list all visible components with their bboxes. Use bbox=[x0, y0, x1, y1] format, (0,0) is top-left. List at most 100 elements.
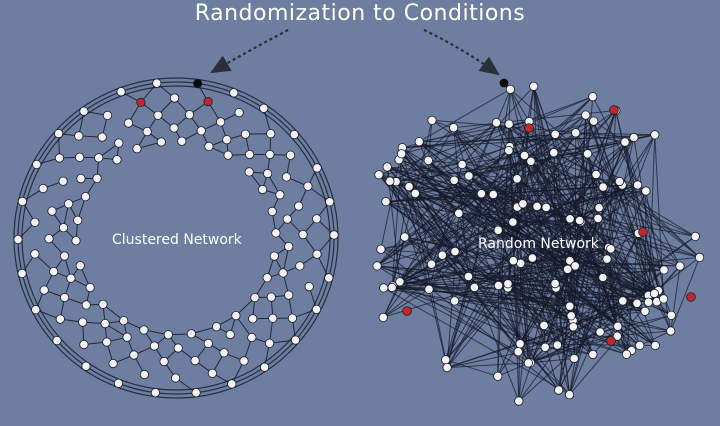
network-node bbox=[53, 129, 64, 139]
seed-node bbox=[638, 227, 648, 237]
network-node bbox=[569, 353, 579, 364]
network-edge bbox=[383, 287, 574, 322]
network-node bbox=[649, 288, 660, 299]
network-edge bbox=[574, 132, 577, 266]
network-edge bbox=[380, 218, 571, 250]
network-node bbox=[227, 379, 237, 389]
network-edge bbox=[543, 310, 646, 326]
network-node bbox=[694, 252, 705, 262]
network-edge bbox=[533, 86, 546, 348]
network-node bbox=[58, 176, 68, 186]
network-node bbox=[504, 145, 514, 156]
network-node bbox=[620, 137, 630, 147]
network-edge bbox=[392, 285, 519, 353]
network-node bbox=[568, 322, 578, 332]
network-node bbox=[97, 132, 107, 142]
arrow-to-clustered bbox=[210, 29, 289, 74]
network-edge bbox=[391, 153, 403, 288]
network-edge bbox=[380, 147, 403, 250]
network-node bbox=[372, 261, 382, 271]
network-node bbox=[114, 138, 124, 148]
network-node bbox=[457, 159, 467, 170]
network-edge bbox=[670, 257, 701, 332]
network-edge bbox=[377, 265, 499, 287]
network-edge bbox=[376, 150, 510, 267]
network-node bbox=[17, 268, 27, 278]
network-node bbox=[102, 110, 113, 121]
network-node bbox=[618, 296, 628, 306]
network-node bbox=[311, 304, 322, 314]
network-node bbox=[423, 155, 433, 165]
network-node bbox=[508, 217, 518, 227]
network-node bbox=[250, 292, 260, 303]
network-edge bbox=[415, 192, 570, 262]
network-node bbox=[163, 330, 173, 340]
network-edge bbox=[626, 233, 639, 355]
seed-node bbox=[609, 105, 619, 115]
network-edge bbox=[585, 115, 589, 154]
network-node bbox=[540, 342, 550, 352]
network-edge bbox=[389, 180, 456, 252]
network-node bbox=[614, 176, 625, 187]
network-node bbox=[650, 130, 660, 140]
network-edge bbox=[513, 260, 656, 346]
network-node bbox=[92, 173, 102, 183]
network-edge bbox=[414, 127, 455, 194]
network-node bbox=[527, 253, 538, 263]
network-node bbox=[395, 277, 405, 287]
network-node bbox=[564, 390, 575, 400]
seed-node bbox=[136, 97, 146, 108]
network-node bbox=[222, 135, 232, 145]
network-node bbox=[49, 266, 59, 277]
network-node bbox=[463, 271, 474, 282]
network-node bbox=[658, 294, 669, 304]
network-edge bbox=[507, 222, 514, 284]
network-node bbox=[47, 206, 57, 216]
network-node bbox=[203, 338, 213, 348]
network-node bbox=[621, 349, 632, 359]
network-node bbox=[570, 261, 580, 271]
network-edge bbox=[395, 120, 594, 183]
network-node bbox=[591, 169, 601, 180]
network-edge bbox=[553, 152, 572, 316]
network-node bbox=[59, 251, 70, 261]
network-node bbox=[449, 175, 459, 185]
network-node bbox=[508, 256, 518, 266]
network-edge bbox=[382, 213, 460, 318]
network-edge bbox=[508, 123, 609, 248]
network-edge bbox=[454, 193, 482, 302]
network-node bbox=[512, 174, 522, 184]
network-edge bbox=[497, 285, 499, 377]
network-edge bbox=[447, 362, 531, 369]
network-node bbox=[404, 182, 414, 192]
network-edge bbox=[445, 287, 475, 360]
network-node bbox=[211, 322, 222, 332]
network-edge bbox=[530, 300, 624, 364]
network-edge bbox=[446, 276, 469, 368]
network-node bbox=[100, 318, 110, 329]
seed-node bbox=[524, 123, 534, 133]
network-node bbox=[593, 213, 603, 223]
network-node bbox=[385, 176, 395, 186]
network-node bbox=[94, 153, 104, 163]
network-node bbox=[223, 150, 233, 160]
network-edge bbox=[386, 166, 401, 282]
network-node bbox=[441, 355, 451, 365]
network-node bbox=[266, 292, 276, 302]
network-edge bbox=[574, 181, 620, 267]
network-edge bbox=[498, 285, 594, 355]
network-node bbox=[488, 189, 498, 200]
network-node bbox=[448, 123, 459, 133]
network-node bbox=[529, 81, 539, 91]
network-node bbox=[259, 362, 270, 372]
network-edge bbox=[385, 201, 509, 289]
seed-node bbox=[606, 336, 616, 346]
network-node bbox=[450, 247, 460, 257]
network-node bbox=[139, 325, 149, 335]
network-node bbox=[259, 103, 269, 113]
network-node bbox=[58, 223, 69, 233]
network-node bbox=[55, 314, 65, 324]
network-node bbox=[325, 197, 335, 207]
network-node bbox=[129, 350, 139, 360]
network-node bbox=[262, 168, 273, 179]
